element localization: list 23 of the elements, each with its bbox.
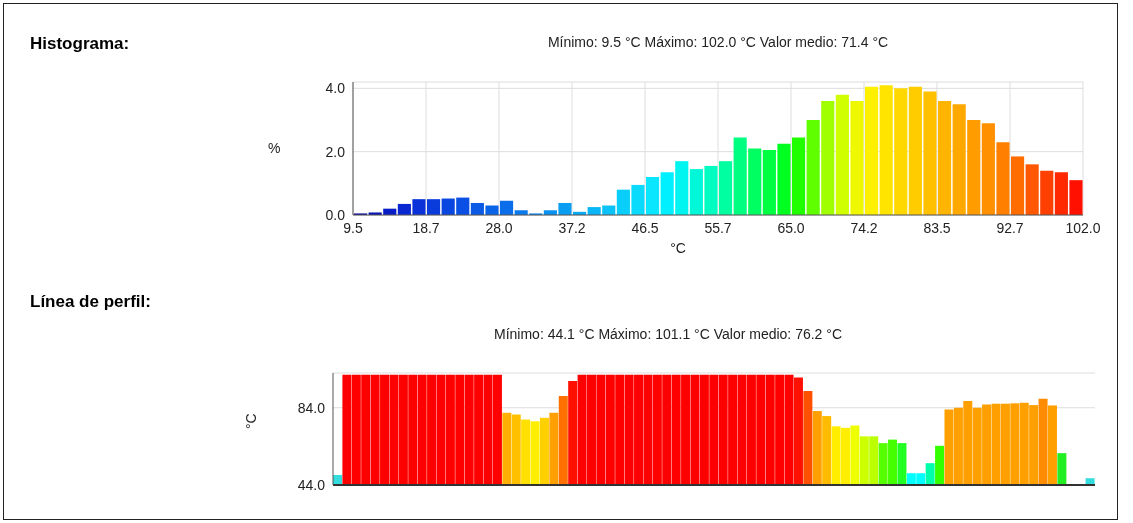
x-tick-label: 37.2 bbox=[558, 219, 586, 236]
x-tick-label: 83.5 bbox=[923, 219, 951, 236]
y-tick-label: 44.0 bbox=[297, 476, 326, 493]
x-tick-label: 28.0 bbox=[485, 219, 513, 236]
x-tick-label: 65.0 bbox=[777, 219, 805, 236]
x-tick-label: 92.7 bbox=[996, 219, 1024, 236]
y-axis-title: % bbox=[268, 140, 281, 157]
x-tick-label: 55.7 bbox=[704, 219, 732, 236]
chart-title: Mínimo: 9.5 °C Máximo: 102.0 °C Valor medio: 71.4 °C bbox=[546, 34, 890, 50]
x-tick-label: 18.7 bbox=[412, 219, 440, 236]
x-axis-title: °C bbox=[670, 240, 686, 256]
x-tick-label: 102.0 bbox=[1065, 219, 1101, 236]
text: Histograma: bbox=[30, 34, 130, 54]
x-tick-label: 9.5 bbox=[343, 219, 363, 236]
y-tick-label: 4.0 bbox=[325, 80, 346, 97]
y-tick-label: 2.0 bbox=[325, 143, 346, 160]
y-axis-title: °C bbox=[242, 413, 259, 429]
chart-title: Mínimo: 44.1 °C Máximo: 101.1 °C Valor medio: 76.2 °C bbox=[493, 326, 843, 342]
text: Línea de perfil: bbox=[30, 292, 151, 312]
y-tick-label: 0.0 bbox=[325, 206, 346, 223]
y-tick-label: 84.0 bbox=[297, 399, 326, 416]
x-tick-label: 46.5 bbox=[631, 219, 659, 236]
x-tick-label: 74.2 bbox=[850, 219, 878, 236]
